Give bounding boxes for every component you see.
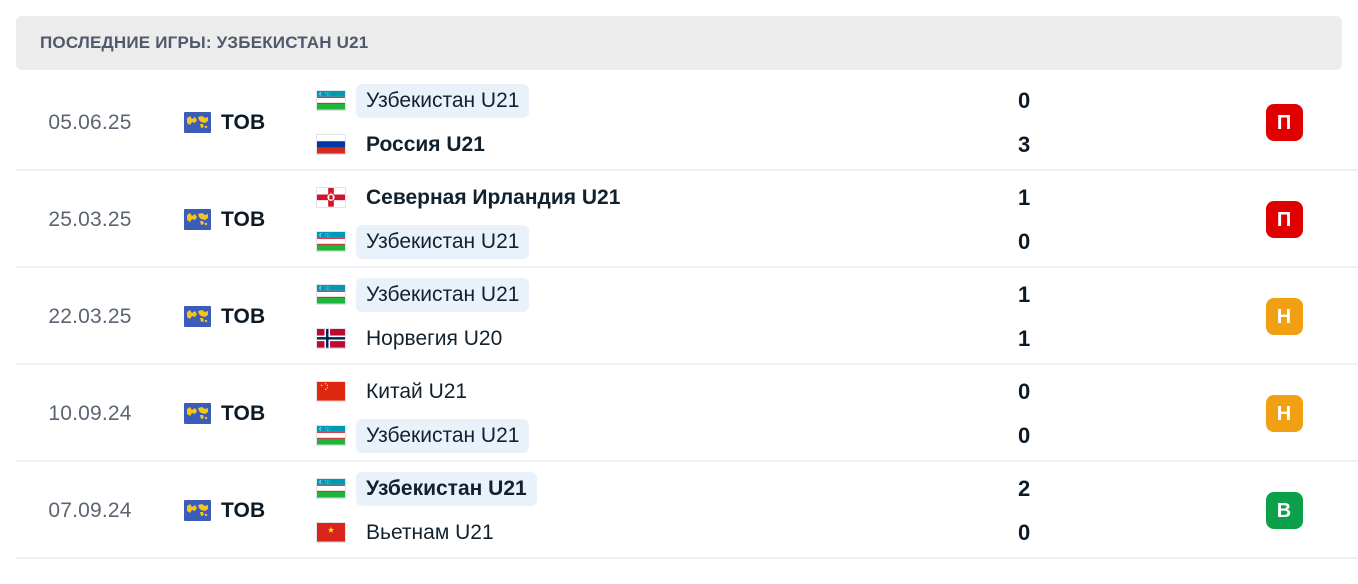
away-team-line[interactable]: Россия U21 bbox=[316, 130, 1008, 160]
result-cell: В bbox=[1248, 492, 1358, 529]
world-map-icon bbox=[184, 500, 211, 521]
result-cell: Н bbox=[1248, 298, 1358, 335]
page-title: ПОСЛЕДНИЕ ИГРЫ: УЗБЕКИСТАН U21 bbox=[40, 33, 369, 52]
teams-cell: Узбекистан U21 Россия U21 bbox=[316, 83, 1008, 160]
home-team-name: Северная Ирландия U21 bbox=[366, 185, 621, 209]
away-team-line[interactable]: Узбекистан U21 bbox=[316, 418, 1008, 453]
competition-cell[interactable]: ТОВ bbox=[180, 208, 316, 232]
result-cell: П bbox=[1248, 104, 1358, 141]
uzbekistan-flag bbox=[316, 90, 346, 111]
away-team-name: Вьетнам U21 bbox=[366, 520, 494, 544]
away-team-line[interactable]: Узбекистан U21 bbox=[316, 224, 1008, 259]
competition-cell[interactable]: ТОВ bbox=[180, 111, 316, 135]
table-row[interactable]: 05.06.25 ТОВ Узбекистан U21 Россия U21 0 3 П bbox=[0, 74, 1358, 171]
home-score: 1 bbox=[1018, 184, 1031, 210]
away-team-name: Норвегия U20 bbox=[366, 326, 503, 350]
teams-cell: Узбекистан U21 Норвегия U20 bbox=[316, 277, 1008, 354]
home-team-line[interactable]: Узбекистан U21 bbox=[316, 277, 1008, 312]
away-team-line[interactable]: Норвегия U20 bbox=[316, 324, 1008, 354]
home-team-line[interactable]: Узбекистан U21 bbox=[316, 471, 1008, 506]
table-row[interactable]: 07.09.24 ТОВ Узбекистан U21 Вьетнам U21 2 0 В bbox=[0, 462, 1358, 559]
away-team-line[interactable]: Вьетнам U21 bbox=[316, 518, 1008, 548]
status-badge: Н bbox=[1265, 298, 1303, 335]
match-date: 25.03.25 bbox=[48, 207, 132, 231]
home-team-name: Узбекистан U21 bbox=[356, 471, 537, 506]
home-team-name: Узбекистан U21 bbox=[356, 83, 530, 118]
away-score: 1 bbox=[1018, 325, 1031, 351]
table-row[interactable]: 22.03.25 ТОВ Узбекистан U21 Норвегия U20 1 1 Н bbox=[0, 268, 1358, 365]
competition-label: ТОВ bbox=[221, 304, 266, 328]
competition-cell[interactable]: ТОВ bbox=[180, 499, 316, 523]
home-score: 2 bbox=[1018, 475, 1031, 501]
home-score: 0 bbox=[1018, 378, 1031, 404]
uzbekistan-flag bbox=[316, 284, 346, 305]
norway-flag bbox=[316, 328, 346, 349]
away-team-name: Узбекистан U21 bbox=[356, 418, 530, 453]
match-date: 05.06.25 bbox=[48, 110, 132, 134]
table-row[interactable]: 25.03.25 ТОВ Северная Ирландия U21 Узбекист… bbox=[0, 171, 1358, 268]
world-map-icon bbox=[184, 403, 211, 424]
competition-label: ТОВ bbox=[221, 401, 266, 425]
vietnam-flag bbox=[316, 522, 346, 543]
match-date: 22.03.25 bbox=[48, 304, 132, 328]
match-list: 05.06.25 ТОВ Узбекистан U21 Россия U21 0 3 П 25… bbox=[0, 74, 1358, 559]
china-flag bbox=[316, 381, 346, 402]
section-header: ПОСЛЕДНИЕ ИГРЫ: УЗБЕКИСТАН U21 bbox=[16, 16, 1342, 70]
away-team-name: Россия U21 bbox=[366, 132, 485, 156]
uzbekistan-flag bbox=[316, 478, 346, 499]
home-score: 1 bbox=[1018, 281, 1031, 307]
world-map-icon bbox=[184, 209, 211, 230]
russia-flag bbox=[316, 134, 346, 155]
world-map-icon bbox=[184, 306, 211, 327]
away-team-name: Узбекистан U21 bbox=[356, 224, 530, 259]
home-team-name: Узбекистан U21 bbox=[356, 277, 530, 312]
teams-cell: Северная Ирландия U21 Узбекистан U21 bbox=[316, 183, 1008, 259]
status-badge: В bbox=[1265, 492, 1303, 529]
teams-cell: Узбекистан U21 Вьетнам U21 bbox=[316, 471, 1008, 548]
northern-ireland-flag bbox=[316, 187, 346, 208]
uzbekistan-flag bbox=[316, 425, 346, 446]
world-map-icon bbox=[184, 112, 211, 133]
table-row[interactable]: 10.09.24 ТОВ Китай U21 Узбекистан U21 0 0 Н bbox=[0, 365, 1358, 462]
match-date: 10.09.24 bbox=[48, 401, 132, 425]
home-team-name: Китай U21 bbox=[366, 379, 468, 403]
match-date: 07.09.24 bbox=[48, 498, 132, 522]
status-badge: Н bbox=[1265, 395, 1303, 432]
result-cell: Н bbox=[1248, 395, 1358, 432]
uzbekistan-flag bbox=[316, 231, 346, 252]
competition-label: ТОВ bbox=[221, 207, 266, 231]
status-badge: П bbox=[1265, 104, 1303, 141]
teams-cell: Китай U21 Узбекистан U21 bbox=[316, 377, 1008, 453]
competition-label: ТОВ bbox=[221, 110, 266, 134]
home-score: 0 bbox=[1018, 87, 1031, 113]
home-team-line[interactable]: Северная Ирландия U21 bbox=[316, 183, 1008, 213]
competition-cell[interactable]: ТОВ bbox=[180, 402, 316, 426]
home-team-line[interactable]: Китай U21 bbox=[316, 377, 1008, 407]
away-score: 3 bbox=[1018, 131, 1031, 157]
away-score: 0 bbox=[1018, 519, 1031, 545]
home-team-line[interactable]: Узбекистан U21 bbox=[316, 83, 1008, 118]
competition-label: ТОВ bbox=[221, 498, 266, 522]
away-score: 0 bbox=[1018, 228, 1031, 254]
result-cell: П bbox=[1248, 201, 1358, 238]
away-score: 0 bbox=[1018, 422, 1031, 448]
status-badge: П bbox=[1265, 201, 1303, 238]
competition-cell[interactable]: ТОВ bbox=[180, 305, 316, 329]
